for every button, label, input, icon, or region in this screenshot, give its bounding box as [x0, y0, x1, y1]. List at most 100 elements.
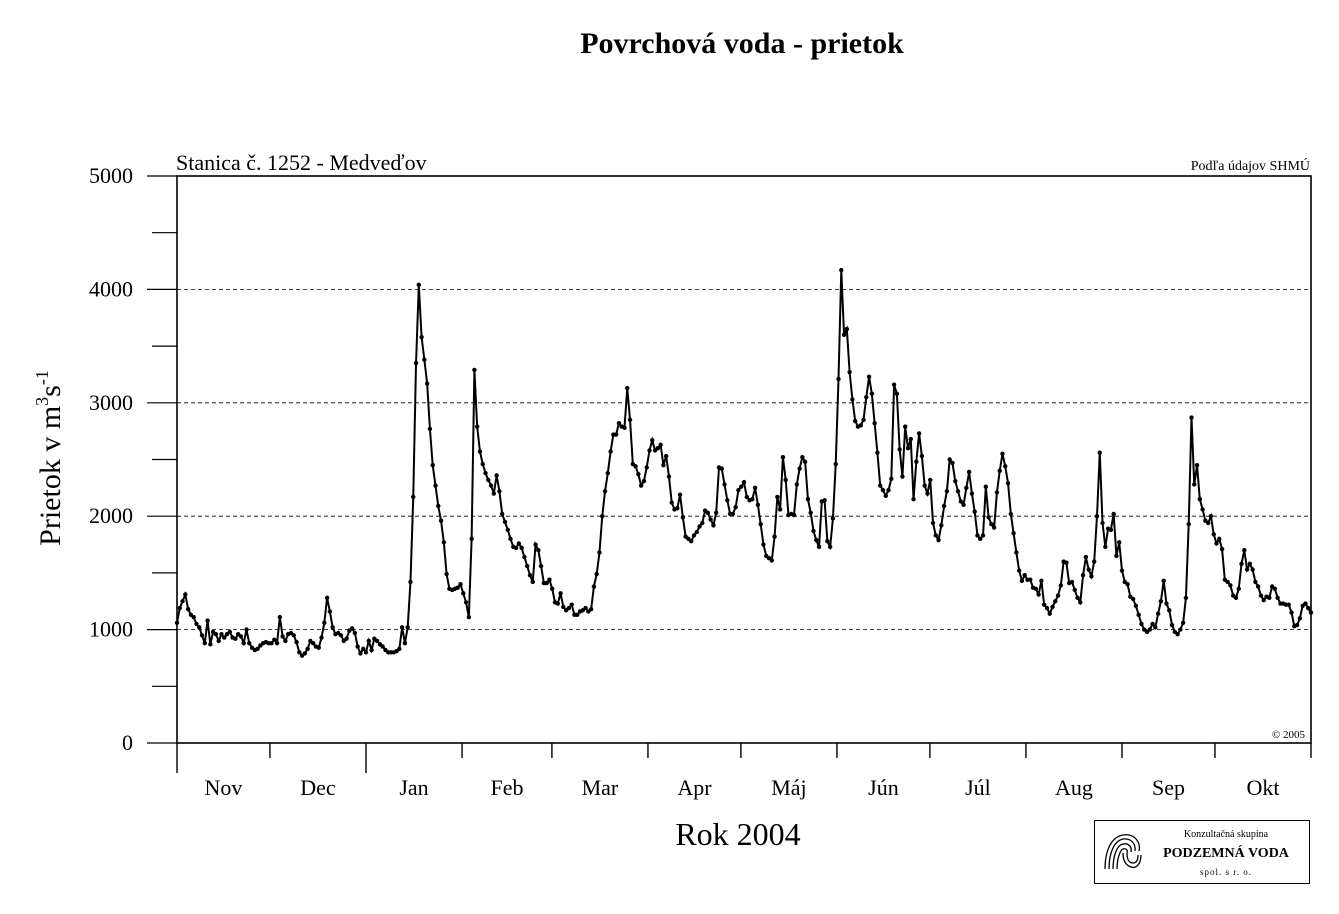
data-point — [847, 369, 852, 375]
data-point — [1219, 546, 1225, 552]
logo-line-2: PODZEMNÁ VODA — [1163, 846, 1289, 861]
data-point — [238, 634, 244, 639]
data-point — [1147, 627, 1152, 632]
data-point — [283, 638, 288, 644]
data-point — [527, 572, 533, 578]
data-point — [989, 521, 994, 527]
data-point — [1228, 583, 1233, 588]
data-point — [1072, 587, 1077, 593]
data-point — [939, 523, 944, 528]
data-point — [280, 634, 285, 639]
data-point — [911, 496, 916, 502]
data-point — [513, 545, 519, 551]
data-point — [691, 533, 697, 538]
data-point — [177, 605, 182, 611]
data-point — [436, 503, 441, 509]
data-point — [374, 638, 380, 644]
data-point — [566, 605, 572, 611]
y-axis-title-sup2: -1 — [32, 370, 52, 385]
data-point — [1169, 622, 1175, 628]
data-point — [1214, 541, 1219, 546]
data-point — [550, 586, 555, 591]
data-point — [477, 449, 483, 454]
data-point — [680, 515, 686, 520]
data-point — [811, 528, 816, 534]
data-point — [405, 625, 410, 630]
data-point — [1055, 593, 1061, 598]
data-point — [1000, 451, 1005, 457]
data-point — [972, 509, 977, 514]
data-point — [1236, 586, 1241, 591]
x-tick-label: Okt — [1246, 775, 1279, 800]
data-point — [1167, 608, 1172, 613]
data-point — [864, 394, 869, 400]
data-point — [944, 489, 950, 494]
data-point — [739, 484, 744, 489]
data-point — [1200, 507, 1205, 512]
data-point — [411, 494, 416, 500]
data-point — [1242, 548, 1247, 553]
x-tick-label: Feb — [490, 775, 523, 800]
data-point — [205, 618, 210, 623]
data-point — [349, 626, 355, 631]
data-point — [903, 424, 908, 429]
data-point — [1267, 595, 1272, 601]
data-point — [227, 629, 233, 635]
data-point — [1014, 550, 1019, 555]
data-point — [1139, 621, 1144, 627]
data-point — [858, 423, 863, 428]
data-point — [491, 491, 497, 496]
data-point — [752, 485, 758, 491]
data-point — [1297, 616, 1303, 621]
data-point — [1033, 586, 1039, 591]
data-point — [530, 579, 535, 585]
data-point — [1289, 610, 1294, 615]
data-point — [472, 367, 477, 373]
y-axis-title: Prietok v m3s-1 — [32, 370, 67, 546]
data-point — [255, 646, 260, 652]
data-point — [955, 489, 961, 494]
y-tick-label: 3000 — [89, 390, 133, 415]
data-point — [916, 431, 922, 436]
logo-line-1: Konzultačná skupina — [1183, 829, 1269, 840]
data-point — [1092, 559, 1097, 564]
data-point — [814, 537, 819, 543]
data-point — [897, 447, 902, 452]
x-tick-label: Máj — [771, 775, 806, 800]
data-point — [408, 579, 413, 585]
data-point — [366, 638, 371, 644]
data-point — [922, 483, 927, 488]
data-point — [466, 614, 472, 620]
data-point — [338, 633, 344, 638]
data-point — [361, 646, 366, 652]
data-point — [1019, 578, 1025, 584]
data-point — [839, 267, 844, 273]
data-point — [1186, 521, 1191, 527]
data-point — [174, 620, 180, 625]
data-point — [802, 459, 808, 464]
data-point — [269, 641, 274, 646]
data-point — [833, 461, 838, 467]
data-point — [1211, 532, 1216, 537]
data-point — [1155, 611, 1161, 616]
data-point — [1197, 496, 1203, 502]
data-point — [555, 601, 560, 606]
data-point — [1178, 627, 1183, 632]
data-point — [594, 571, 599, 577]
data-point — [663, 453, 669, 459]
data-point — [1175, 631, 1180, 637]
data-point — [1164, 601, 1169, 606]
data-point — [650, 438, 655, 443]
data-point — [669, 500, 674, 505]
data-point — [997, 468, 1002, 474]
data-point — [516, 541, 522, 546]
data-point — [627, 417, 633, 423]
data-point — [869, 391, 875, 396]
data-point — [1103, 544, 1108, 550]
data-point — [783, 477, 788, 483]
data-point — [1153, 625, 1158, 630]
data-point — [291, 633, 296, 638]
data-point — [222, 635, 227, 640]
data-point — [369, 647, 374, 653]
data-point — [875, 450, 880, 455]
